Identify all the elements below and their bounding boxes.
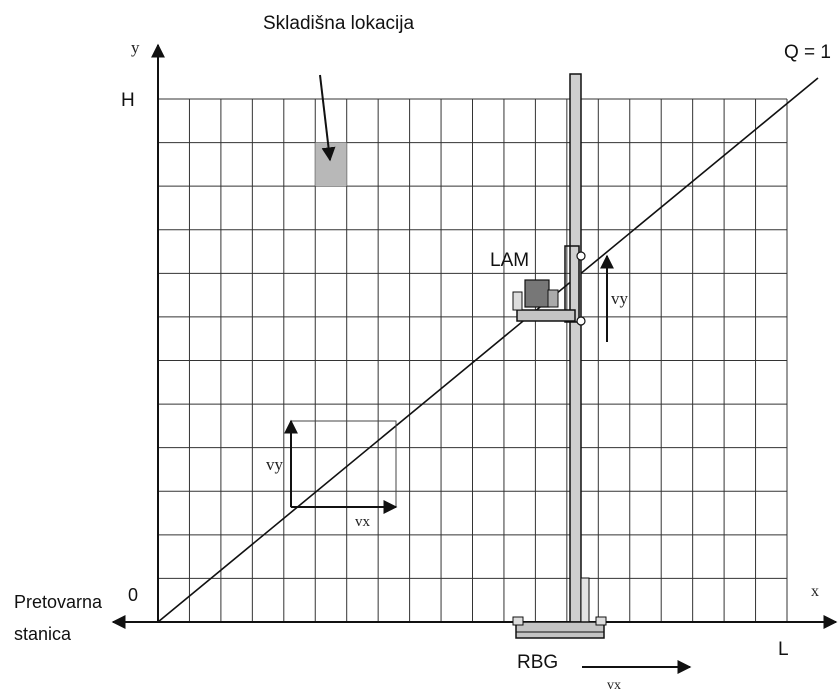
storage-pointer-arrow: [319, 74, 336, 162]
storage-rack-grid: [157, 98, 788, 623]
lift-vy-label: vy: [611, 289, 629, 308]
x-axis-label: x: [811, 583, 819, 600]
lam-label: LAM: [490, 250, 529, 271]
lam-left-stop: [512, 291, 523, 311]
lam-load-cap: [547, 289, 559, 308]
storage-location-cell: [315, 142, 347, 187]
length-label: L: [778, 639, 789, 660]
box-vx-label: vx: [355, 514, 371, 530]
height-label: H: [121, 90, 135, 111]
rbg-label: RBG: [517, 652, 558, 673]
lam-load-box: [524, 279, 550, 308]
velocity-box: [290, 420, 397, 508]
box-vy-label: vy: [266, 455, 284, 474]
rbg-base: [515, 621, 605, 639]
rbg-wheel-right: [595, 616, 607, 626]
mast-foot-brace: [580, 577, 590, 623]
transfer-station-label-line1: Pretovarna: [14, 592, 103, 612]
lift-carriage-bracket: [564, 245, 580, 323]
rbg-wheel-left: [512, 616, 524, 626]
rbg-mast: [569, 73, 582, 623]
transfer-station-label-line2: stanica: [14, 624, 72, 644]
q-line: [157, 77, 819, 623]
carriage-roller-bottom: [576, 316, 586, 326]
origin-label: 0: [128, 585, 138, 605]
storage-location-label: Skladišna lokacija: [263, 13, 414, 34]
carriage-roller-top: [576, 251, 586, 261]
bottom-vx-label: vx: [607, 678, 621, 692]
y-axis-label: y: [131, 38, 140, 57]
q-line-label: Q = 1: [784, 42, 831, 63]
lam-platform: [516, 309, 576, 322]
